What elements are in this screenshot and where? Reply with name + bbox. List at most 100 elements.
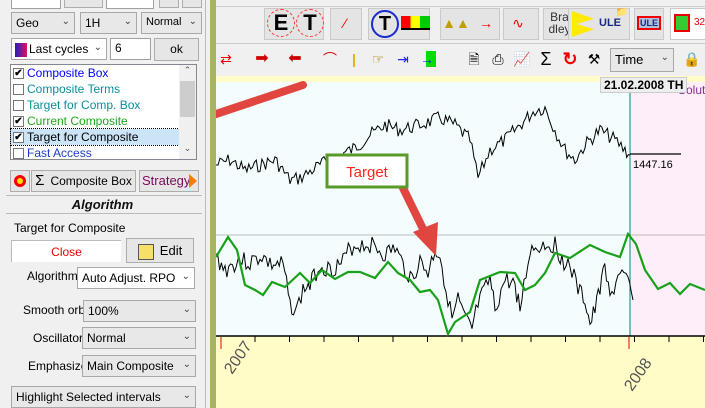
layer-list[interactable]: ⌃ ⌄ ✔ Composite Box Composite Terms Target … — [10, 64, 197, 160]
date-tooltip: 21.02.2008 TH — [600, 77, 688, 93]
scroll-down-icon[interactable]: ⌄ — [183, 143, 192, 153]
list-scrollbar[interactable]: ⌃ ⌄ — [179, 65, 196, 159]
t-circle-button[interactable]: T — [368, 8, 430, 40]
chevron-down-icon: ⌄ — [61, 16, 70, 27]
time-select[interactable]: Time ⌄ — [610, 48, 674, 72]
oscillator-select[interactable]: Normal ⌄ — [82, 327, 196, 349]
top-input-2[interactable] — [106, 0, 154, 9]
composite-box-button[interactable]: Σ Composite Box — [31, 170, 136, 192]
highlight-select[interactable]: Highlight Selected intervals ⌄ — [11, 386, 196, 408]
color-gradient-icon — [15, 42, 27, 57]
green-cube-button[interactable]: 32 — [670, 8, 705, 40]
checkbox[interactable]: ✔ — [13, 115, 24, 127]
yellow-zigzag-icon — [572, 11, 594, 37]
edit-button[interactable]: Edit — [126, 238, 194, 263]
layer-list-item[interactable]: ✔ Composite Box — [11, 65, 179, 81]
layer-list-item[interactable]: ✔ Current Composite — [11, 113, 179, 129]
arc-dots-icon[interactable]: ⌒ — [323, 51, 337, 67]
pointer-hand-icon[interactable]: ☞ — [371, 51, 385, 67]
top-small-button[interactable] — [159, 0, 179, 8]
timeframe-value: 1H — [85, 16, 101, 30]
t-orbit-icon: T — [296, 9, 324, 37]
refresh-alert-icon[interactable]: ↻ — [562, 49, 578, 69]
top-close-button[interactable] — [182, 0, 202, 8]
layer-list-item[interactable]: Target for Comp. Box — [11, 97, 179, 113]
layer-list-item-label: Target for Comp. Box — [27, 98, 141, 112]
arrow-right-icon[interactable]: ➡ — [255, 50, 269, 67]
ule-button[interactable]: ULE 📁 — [568, 7, 630, 40]
edit-document-icon — [137, 243, 154, 260]
red-dot-icon — [14, 175, 26, 187]
checkbox[interactable]: ✔ — [13, 131, 24, 143]
sigma-icon: Σ — [35, 172, 45, 189]
emphasize-select[interactable]: Main Composite ⌄ — [82, 355, 196, 377]
emphasize-value: Main Composite — [87, 359, 174, 373]
chart-area[interactable]: 1447.16 Solut 2007 2008 Target — [216, 76, 705, 408]
ok-button[interactable]: ok — [154, 38, 199, 61]
e-orbit-icon: E — [267, 9, 295, 37]
timeframe-select[interactable]: 1H ⌄ — [80, 12, 137, 34]
algorithm-select[interactable]: Auto Adjust. RPO ⌄ — [77, 267, 195, 289]
annotation-arrow-down — [399, 184, 438, 256]
chevron-down-icon: ⌄ — [660, 52, 669, 63]
play-arrow-icon — [189, 174, 197, 188]
axis-strip-top — [216, 76, 705, 82]
cycles-select[interactable]: Last cycles ⌄ — [11, 38, 107, 60]
bradley-label: Bra dley — [548, 10, 571, 36]
layer-list-item[interactable]: Composite Terms — [11, 81, 179, 97]
style-select[interactable]: Normal ⌄ — [141, 12, 202, 34]
lock-icon[interactable]: 🔒 — [683, 51, 701, 67]
scroll-thumb[interactable] — [180, 81, 195, 117]
checkbox[interactable] — [13, 83, 24, 95]
checkbox[interactable]: ✔ — [13, 67, 24, 79]
document-icon[interactable]: 🗎 — [468, 51, 480, 67]
edit-label: Edit — [159, 243, 183, 258]
close-tab[interactable]: Close — [11, 240, 121, 262]
close-tab-label: Close — [51, 245, 82, 259]
cycles-count-input[interactable]: 6 — [110, 38, 151, 60]
oscillator-label: Oscillator — [33, 331, 84, 345]
printer-icon[interactable]: ⎙ — [492, 51, 504, 67]
emphasize-label: Emphasize — [28, 359, 88, 373]
tools-icon[interactable]: ⚒ — [587, 51, 601, 67]
left-panel: Geo ⌄ 1H ⌄ Normal ⌄ Last cycles ⌄ 6 ok ⌃ ⌄ ✔… — [0, 0, 205, 408]
vertical-line-dots-icon[interactable]: | — [352, 51, 356, 67]
composite-series — [216, 231, 705, 337]
strategy-button[interactable]: Strategy — [139, 170, 199, 192]
splitter[interactable] — [205, 0, 216, 408]
line-tool-button[interactable]: ⁄ — [330, 8, 362, 40]
algorithm-value: Auto Adjust. RPO — [82, 271, 176, 285]
layer-list-item-label: Fast Access — [27, 146, 92, 160]
smooth-value: 100% — [88, 304, 119, 318]
arrows-to-line-icon[interactable]: ⇥ — [397, 51, 409, 67]
fork-arrow-icon[interactable]: ⇄ — [220, 51, 232, 67]
chevron-down-icon: ⌄ — [123, 16, 132, 27]
zigzag-button[interactable]: ∿ — [503, 8, 539, 40]
smooth-select[interactable]: 100% ⌄ — [83, 300, 196, 322]
layer-list-item-label: Composite Box — [27, 66, 109, 80]
green-marker-icon[interactable]: → — [420, 51, 436, 67]
chart-icon[interactable]: 📈 — [513, 51, 531, 67]
wave-button[interactable]: ▲▲ → — [440, 8, 500, 40]
top-input-1[interactable] — [11, 0, 61, 9]
smooth-label: Smooth orb — [23, 303, 86, 317]
arrow-left-icon[interactable]: ⬅ — [288, 50, 302, 67]
zigzag-icon: ∿ — [512, 15, 524, 31]
ule-red-button[interactable]: ULE — [634, 8, 664, 40]
arrow-dot-icon: → — [479, 15, 493, 31]
mode-select[interactable]: Geo ⌄ — [11, 12, 75, 34]
layer-list-item[interactable]: ✔ Target for Composite — [10, 128, 180, 146]
color-dot-button[interactable] — [10, 170, 30, 192]
cycles-value: Last cycles — [29, 42, 89, 56]
checkbox[interactable] — [13, 99, 24, 111]
chevron-down-icon: ⌄ — [93, 42, 102, 53]
divider — [6, 213, 202, 214]
sigma-icon[interactable]: Σ — [540, 49, 552, 69]
layer-list-item-label: Composite Terms — [27, 82, 121, 96]
checkbox[interactable] — [13, 147, 24, 159]
top-button[interactable] — [64, 0, 103, 8]
scroll-up-icon[interactable]: ⌃ — [183, 65, 192, 75]
layer-list-item[interactable]: Fast Access — [11, 145, 179, 161]
